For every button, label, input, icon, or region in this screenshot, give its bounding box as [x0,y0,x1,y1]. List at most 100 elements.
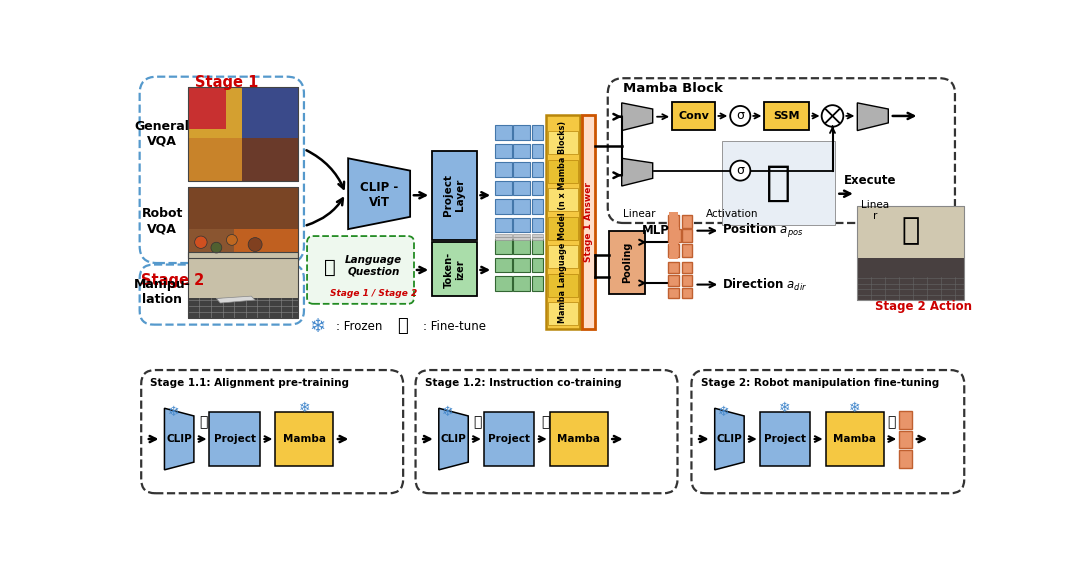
Bar [548,132,578,155]
Bar [513,257,530,272]
Bar [188,187,298,229]
Text: Direction $a_{dir}$: Direction $a_{dir}$ [723,277,808,293]
Bar [495,199,512,214]
Text: Linea
r: Linea r [861,200,889,221]
Text: Project: Project [488,434,530,444]
Bar [188,187,298,257]
Polygon shape [622,158,652,186]
Bar [188,87,242,138]
Bar [188,252,298,298]
Bar [513,239,530,254]
Text: Conv: Conv [678,111,710,121]
Bar [531,239,543,254]
Bar [495,237,512,240]
Bar [683,262,692,273]
Bar [582,115,595,329]
Text: SSM: SSM [773,111,800,121]
Bar [548,160,578,183]
Circle shape [248,238,262,251]
Text: 🔥: 🔥 [199,415,207,429]
Text: ❄: ❄ [443,405,454,419]
Bar [548,217,578,240]
Text: Pooling: Pooling [622,242,632,283]
Bar [825,412,883,466]
Bar [188,284,298,319]
Bar [548,245,578,269]
Bar [670,240,679,244]
Bar [188,87,298,180]
Text: Robot
VQA: Robot VQA [141,207,183,235]
Bar [670,255,678,259]
Bar [495,217,512,232]
Text: CLIP -
ViT: CLIP - ViT [360,182,399,209]
Bar [513,180,530,195]
Bar [513,217,530,232]
Bar [495,180,512,195]
Bar [548,302,578,325]
Bar [672,102,715,130]
Bar [210,412,260,466]
Text: 🔥: 🔥 [397,317,408,335]
Bar [858,206,964,300]
Text: Stage 2: Stage 2 [141,273,204,288]
Text: General
VQA: General VQA [135,120,190,148]
Polygon shape [348,158,410,229]
Polygon shape [715,408,744,470]
FancyBboxPatch shape [307,236,414,304]
Bar [188,187,234,257]
Text: Project: Project [214,434,256,444]
Bar [683,288,692,298]
Text: ❄: ❄ [849,401,861,415]
Bar [531,237,543,240]
Text: Mamba Block: Mamba Block [623,81,724,95]
Bar [531,180,543,195]
Circle shape [211,242,221,253]
Bar [242,87,298,138]
Bar [234,223,298,257]
Bar [900,411,913,429]
Bar [432,151,476,240]
Text: Stage 1 Answer: Stage 1 Answer [584,182,593,262]
Text: Project
Layer: Project Layer [444,174,465,216]
Bar [513,162,530,177]
Bar [683,229,692,242]
Bar [548,274,578,297]
Bar [531,234,543,237]
Text: σ: σ [737,110,744,123]
Text: ❄: ❄ [309,316,325,336]
Bar [670,242,678,246]
Text: Token-
izer: Token- izer [444,252,465,288]
Bar [723,142,835,225]
Bar [513,237,530,240]
Text: Manipu-
lation: Manipu- lation [134,278,190,306]
Bar [858,206,964,257]
Bar [548,188,578,211]
Bar [609,230,645,294]
Text: Mamba: Mamba [833,434,876,444]
Text: Stage 2 Action: Stage 2 Action [875,300,972,312]
Bar [669,262,679,273]
Text: Project: Project [764,434,806,444]
Bar [513,125,530,140]
Text: Stage 1 / Stage 2: Stage 1 / Stage 2 [330,289,417,298]
Text: Stage 1: Stage 1 [195,75,259,90]
Text: ❄: ❄ [718,405,730,419]
Polygon shape [216,296,255,303]
Polygon shape [438,408,469,470]
Text: Execute: Execute [843,174,896,187]
Bar [495,125,512,140]
Text: MLP: MLP [642,224,670,237]
Bar [242,111,298,180]
Bar [670,225,678,230]
Text: CLIP: CLIP [166,434,192,444]
Circle shape [822,105,843,126]
Circle shape [227,234,238,245]
Bar [495,239,512,254]
Text: 🦿: 🦿 [766,162,791,204]
Bar [484,412,535,466]
Bar [275,412,334,466]
Bar [188,87,298,180]
Bar [765,102,809,130]
Bar [858,257,964,300]
Bar [669,275,679,286]
